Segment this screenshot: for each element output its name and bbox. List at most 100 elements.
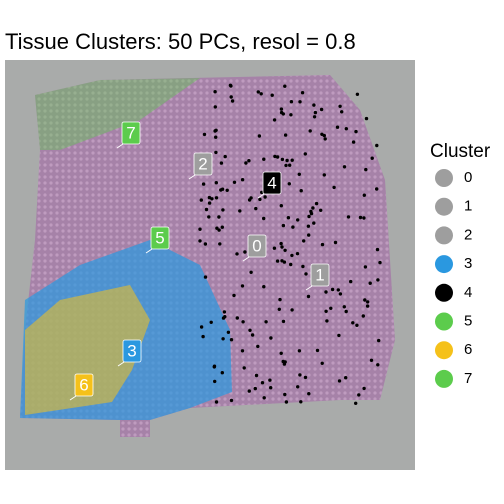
- spot: [355, 92, 360, 97]
- spot: [369, 358, 374, 362]
- legend-title: Cluster: [430, 141, 491, 162]
- spot: [213, 105, 217, 109]
- spot: [225, 188, 229, 192]
- spot: [337, 333, 341, 338]
- spot: [378, 260, 382, 265]
- spot: [279, 107, 284, 111]
- spot: [217, 228, 221, 232]
- spot: [335, 125, 340, 129]
- legend-label: 4: [464, 284, 472, 301]
- spot: [376, 278, 380, 282]
- spot: [232, 180, 237, 184]
- spot: [260, 190, 264, 195]
- spot: [307, 233, 311, 237]
- spot: [364, 116, 369, 121]
- spot: [240, 349, 245, 353]
- spot-group: [198, 83, 382, 405]
- spot: [229, 95, 233, 99]
- spot: [203, 242, 208, 246]
- spot: [279, 351, 283, 355]
- spot: [314, 201, 319, 206]
- spot: [214, 150, 218, 155]
- spot: [351, 140, 356, 144]
- legend-key: [435, 283, 453, 302]
- spot: [355, 323, 359, 327]
- cluster-label: 2: [198, 154, 207, 173]
- spot: [370, 156, 374, 160]
- spot: [213, 379, 217, 384]
- spot: [283, 84, 287, 88]
- spot: [277, 307, 281, 311]
- spot: [377, 338, 381, 343]
- cluster-label: 3: [127, 341, 136, 360]
- spot: [235, 252, 239, 256]
- spot: [280, 259, 284, 263]
- label-pointer: [257, 193, 265, 199]
- spot: [215, 226, 219, 230]
- spot: [344, 127, 348, 131]
- spot: [363, 265, 368, 269]
- spot: [203, 275, 208, 279]
- spot: [214, 400, 219, 404]
- spot: [375, 247, 380, 252]
- spot: [363, 298, 367, 302]
- spot: [299, 400, 303, 404]
- spot: [218, 242, 222, 246]
- spot: [275, 259, 280, 263]
- spot: [283, 392, 287, 397]
- spot: [226, 330, 231, 334]
- spot: [346, 215, 351, 219]
- spot: [283, 248, 287, 252]
- spot: [338, 292, 343, 296]
- spot: [280, 157, 285, 162]
- label-pointer: [69, 395, 77, 401]
- spot: [263, 195, 267, 199]
- spot: [264, 320, 268, 324]
- spot: [319, 208, 323, 212]
- spot: [289, 113, 293, 117]
- spot: [268, 378, 272, 382]
- spot: [262, 216, 266, 221]
- spot: [354, 129, 358, 134]
- spot: [254, 373, 259, 378]
- spot: [322, 173, 326, 177]
- spot: [288, 163, 292, 167]
- spot: [320, 242, 325, 247]
- chart-title: Tissue Clusters: 50 PCs, resol = 0.8: [5, 29, 356, 54]
- spot: [306, 224, 311, 228]
- spot: [332, 185, 336, 190]
- spot: [320, 132, 324, 136]
- cluster-label: 6: [79, 375, 88, 394]
- legend-label: 3: [464, 255, 472, 272]
- spot: [308, 129, 312, 133]
- spot: [275, 155, 280, 159]
- label-pointer: [305, 285, 313, 291]
- spot: [279, 204, 283, 208]
- spot: [199, 325, 204, 329]
- spot: [325, 319, 329, 323]
- legend-key: [435, 255, 453, 274]
- spot: [283, 360, 287, 364]
- legend-label: 5: [464, 312, 472, 329]
- spot: [217, 215, 221, 219]
- label-box: [262, 171, 282, 195]
- spot: [284, 400, 289, 404]
- spot: [315, 348, 320, 353]
- spot: [362, 386, 366, 391]
- legend-key: [435, 169, 453, 187]
- spot: [199, 198, 203, 202]
- spot: [258, 197, 262, 202]
- spot: [280, 245, 284, 249]
- spot: [221, 337, 225, 341]
- spot: [311, 206, 315, 210]
- spot: [269, 386, 273, 390]
- spot: [249, 196, 253, 200]
- label-pointer: [145, 248, 153, 254]
- legend-label: 2: [464, 226, 472, 243]
- spot: [365, 304, 370, 308]
- spot: [323, 137, 327, 141]
- spot: [232, 293, 236, 298]
- spot: [300, 91, 305, 95]
- label-pointer: [242, 256, 250, 262]
